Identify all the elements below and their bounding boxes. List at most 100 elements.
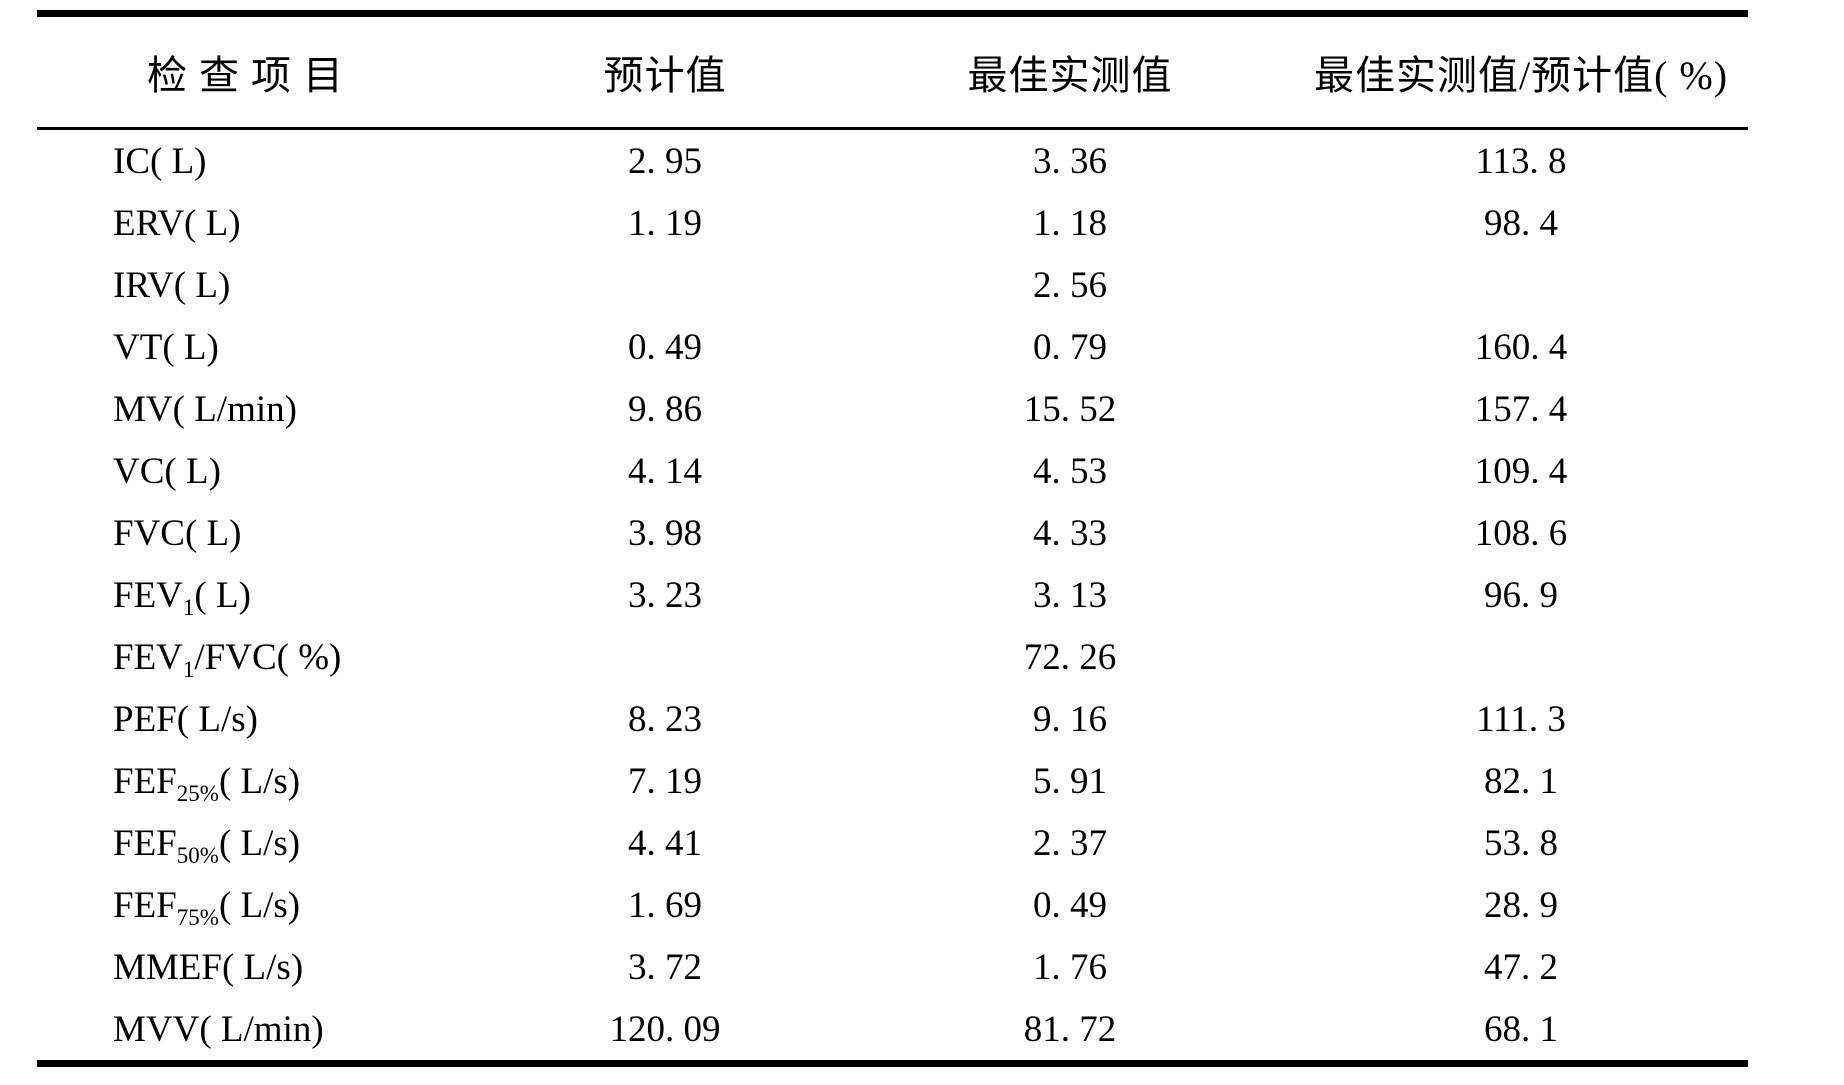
item-label-subscript: 75% — [176, 904, 219, 930]
measured-to-predicted-percent: 47. 2 — [1484, 946, 1558, 988]
best-measured-value: 3. 36 — [1033, 140, 1107, 182]
measured-to-predicted-percent: 160. 4 — [1474, 326, 1568, 368]
table-row: FEV1( L) 3. 23 3. 13 96. 9 — [37, 564, 1748, 626]
item-label: FEV1( L) — [37, 564, 484, 626]
item-label-unit: ( L) — [150, 140, 207, 182]
measured-to-predicted-percent: 53. 8 — [1484, 822, 1558, 864]
header-row: 检 查 项 目 预计值 最佳实测值 最佳实测值/预计值( %) — [37, 13, 1748, 130]
item-label: VC( L) — [37, 440, 484, 502]
best-measured-value: 0. 49 — [1033, 884, 1107, 926]
best-measured-value: 0. 79 — [1033, 326, 1107, 368]
table-row: ERV( L) 1. 19 1. 18 98. 4 — [37, 192, 1748, 254]
table-row: FEF25%( L/s) 7. 19 5. 91 82. 1 — [37, 750, 1748, 812]
column-header-best-measured: 最佳实测值 — [846, 13, 1294, 130]
best-measured-value: 4. 53 — [1033, 450, 1107, 492]
best-measured-value: 5. 91 — [1033, 760, 1107, 802]
item-label-base: FEF — [113, 822, 177, 864]
item-label-base: MV — [113, 388, 173, 430]
measured-to-predicted-percent: 28. 9 — [1484, 884, 1558, 926]
item-label-unit: ( L) — [184, 202, 241, 244]
item-label-subscript: 1 — [182, 594, 195, 620]
item-label: FEV1/FVC( %) — [37, 626, 484, 688]
measured-to-predicted-percent — [1294, 254, 1748, 316]
measured-to-predicted-percent: 108. 6 — [1474, 512, 1568, 554]
item-label-subscript: 50% — [176, 842, 219, 868]
measured-to-predicted-percent: 109. 4 — [1474, 450, 1568, 492]
best-measured-value: 2. 56 — [1033, 264, 1107, 306]
table-row: MMEF( L/s) 3. 72 1. 76 47. 2 — [37, 936, 1748, 998]
measured-to-predicted-percent: 98. 4 — [1484, 202, 1558, 244]
item-label: VT( L) — [37, 316, 484, 378]
predicted-value — [484, 254, 846, 316]
pulmonary-function-table: 检 查 项 目 预计值 最佳实测值 最佳实测值/预计值( %) IC( L) 2.… — [37, 10, 1748, 1067]
item-label-unit: ( L/s) — [218, 884, 301, 926]
table-row: MVV( L/min) 120. 09 81. 72 68. 1 — [37, 998, 1748, 1064]
item-label-unit: ( L) — [162, 326, 219, 368]
table-row: MV( L/min) 9. 86 15. 52 157. 4 — [37, 378, 1748, 440]
predicted-value: 9. 86 — [628, 388, 702, 430]
item-label: ERV( L) — [37, 192, 484, 254]
item-label-unit: ( L/s) — [218, 760, 301, 802]
best-measured-value: 15. 52 — [1023, 388, 1117, 430]
table-row: IRV( L) 2. 56 — [37, 254, 1748, 316]
item-label-unit: ( L/s) — [176, 698, 258, 740]
measured-to-predicted-percent: 157. 4 — [1474, 388, 1568, 430]
best-measured-value: 3. 13 — [1033, 574, 1107, 616]
item-label-base: IRV — [113, 264, 174, 306]
item-label-base: VT — [113, 326, 163, 368]
measured-to-predicted-percent: 82. 1 — [1484, 760, 1558, 802]
predicted-value: 1. 69 — [628, 884, 702, 926]
measured-to-predicted-percent: 113. 8 — [1475, 140, 1567, 182]
item-label-unit: ( L/s) — [221, 946, 304, 988]
item-label-unit: ( L/min) — [199, 1008, 324, 1050]
predicted-value: 3. 23 — [628, 574, 702, 616]
predicted-value: 7. 19 — [628, 760, 702, 802]
predicted-value: 2. 95 — [628, 140, 702, 182]
table-row: VC( L) 4. 14 4. 53 109. 4 — [37, 440, 1748, 502]
table-body: IC( L) 2. 95 3. 36 113. 8 ERV( L) 1. 19 1. 18 9… — [37, 129, 1748, 1064]
measured-to-predicted-percent — [1294, 626, 1748, 688]
item-label-unit: ( L) — [184, 512, 242, 554]
item-label-subscript: 1 — [182, 656, 195, 682]
measured-to-predicted-percent: 68. 1 — [1484, 1008, 1558, 1050]
item-label: FEF75%( L/s) — [37, 874, 484, 936]
predicted-value: 3. 98 — [628, 512, 702, 554]
item-label-unit: ( L) — [194, 574, 251, 616]
item-label-base: IC — [113, 140, 150, 182]
predicted-value: 0. 49 — [628, 326, 702, 368]
table-row: FEF50%( L/s) 4. 41 2. 37 53. 8 — [37, 812, 1748, 874]
item-label: MMEF( L/s) — [37, 936, 484, 998]
item-label-unit: ( L) — [173, 264, 231, 306]
item-label-base: MVV — [113, 1008, 200, 1050]
best-measured-value: 72. 26 — [1023, 636, 1117, 678]
predicted-value: 8. 23 — [628, 698, 702, 740]
item-label: FVC( L) — [37, 502, 484, 564]
table-row: FEF75%( L/s) 1. 69 0. 49 28. 9 — [37, 874, 1748, 936]
item-label: IC( L) — [37, 129, 484, 193]
item-label: MV( L/min) — [37, 378, 484, 440]
item-label-base: FEF — [113, 760, 177, 802]
predicted-value — [484, 626, 846, 688]
table-row: IC( L) 2. 95 3. 36 113. 8 — [37, 129, 1748, 193]
item-label: FEF50%( L/s) — [37, 812, 484, 874]
best-measured-value: 1. 18 — [1033, 202, 1107, 244]
item-label-base: ERV — [113, 202, 185, 244]
best-measured-value: 4. 33 — [1033, 512, 1107, 554]
predicted-value: 1. 19 — [628, 202, 702, 244]
item-label: IRV( L) — [37, 254, 484, 316]
best-measured-value: 9. 16 — [1033, 698, 1107, 740]
column-header-exam-item: 检 查 项 目 — [37, 13, 484, 130]
table-row: FVC( L) 3. 98 4. 33 108. 6 — [37, 502, 1748, 564]
item-label-unit: ( L/s) — [218, 822, 301, 864]
item-label-unit: ( L/min) — [172, 388, 297, 430]
column-header-predicted: 预计值 — [484, 13, 846, 130]
table-row: VT( L) 0. 49 0. 79 160. 4 — [37, 316, 1748, 378]
item-label: MVV( L/min) — [37, 998, 484, 1064]
item-label: PEF( L/s) — [37, 688, 484, 750]
item-label-base: FVC — [113, 512, 185, 554]
best-measured-value: 81. 72 — [1023, 1008, 1117, 1050]
measured-to-predicted-percent: 111. 3 — [1476, 698, 1566, 740]
item-label-base: FEV — [113, 574, 183, 616]
item-label-base: MMEF — [113, 946, 222, 988]
